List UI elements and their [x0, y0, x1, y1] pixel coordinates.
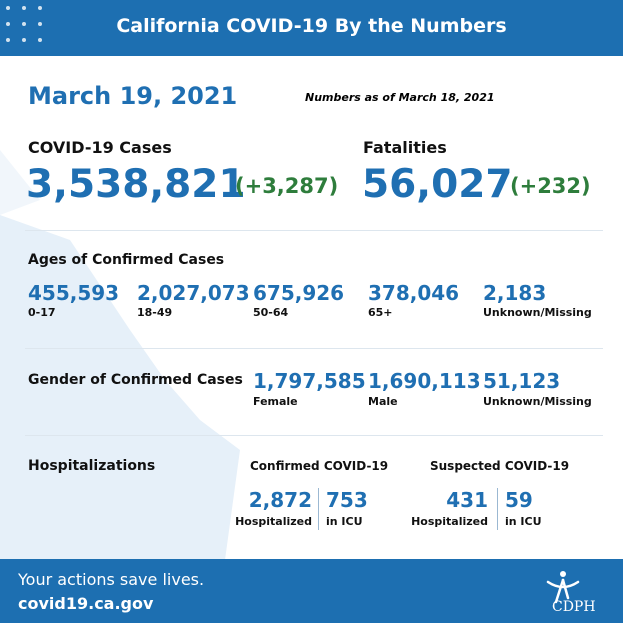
cases-change: (+3,287): [235, 174, 339, 198]
ages-label: 65+: [368, 306, 393, 319]
confirmed-icu-label: in ICU: [326, 515, 363, 528]
confirmed-icu-value: 753: [326, 488, 368, 512]
url: covid19.ca.gov: [18, 594, 154, 613]
ages-label: 0-17: [28, 306, 56, 319]
ages-value: 2,027,073: [137, 281, 250, 305]
gender-value: 1,797,585: [253, 369, 366, 393]
confirmed-hospitalized-value: 2,872: [248, 488, 312, 512]
gender-label: Unknown/Missing: [483, 395, 592, 408]
gender-label: Female: [253, 395, 298, 408]
fatalities-label: Fatalities: [363, 138, 447, 157]
ages-value: 2,183: [483, 281, 547, 305]
divider: [25, 348, 603, 349]
divider: [25, 435, 603, 436]
gender-value: 51,123: [483, 369, 561, 393]
ages-value: 455,593: [28, 281, 120, 305]
logo-figures: [546, 571, 580, 604]
tagline: Your actions save lives.: [18, 570, 205, 589]
gender-value: 1,690,113: [368, 369, 481, 393]
suspected-hospitalized-label: Hospitalized: [411, 515, 488, 528]
confirmed-hospitalized-label: Hospitalized: [235, 515, 312, 528]
cases-label: COVID-19 Cases: [28, 138, 172, 157]
ages-label: Unknown/Missing: [483, 306, 592, 319]
ages-label: 18-49: [137, 306, 173, 319]
gender-title: Gender of Confirmed Cases: [28, 372, 243, 388]
suspected-title: Suspected COVID-19: [430, 459, 570, 473]
suspected-icu-label: in ICU: [505, 515, 542, 528]
separator: [497, 488, 498, 530]
title: California COVID-19 By the Numbers: [116, 15, 507, 37]
dot-pattern: [6, 6, 42, 42]
logo: CDPH: [552, 599, 596, 615]
ages-label: 50-64: [253, 306, 289, 319]
fatalities-value: 56,027: [362, 162, 513, 207]
date: March 19, 2021: [28, 82, 238, 110]
hospitalizations-title: Hospitalizations: [28, 458, 156, 474]
as-of: Numbers as of March 18, 2021: [305, 91, 495, 104]
footer-bar: [0, 559, 623, 623]
ages-value: 675,926: [253, 281, 345, 305]
suspected-icu-value: 59: [505, 488, 533, 512]
divider: [25, 230, 603, 231]
gender-label: Male: [368, 395, 398, 408]
separator: [318, 488, 319, 530]
fatalities-change: (+232): [510, 174, 591, 198]
cases-value: 3,538,821: [26, 162, 246, 207]
ages-value: 378,046: [368, 281, 460, 305]
ages-title: Ages of Confirmed Cases: [28, 252, 225, 268]
header-bar: [0, 0, 623, 56]
confirmed-title: Confirmed COVID-19: [250, 459, 389, 473]
suspected-hospitalized-value: 431: [446, 488, 488, 512]
